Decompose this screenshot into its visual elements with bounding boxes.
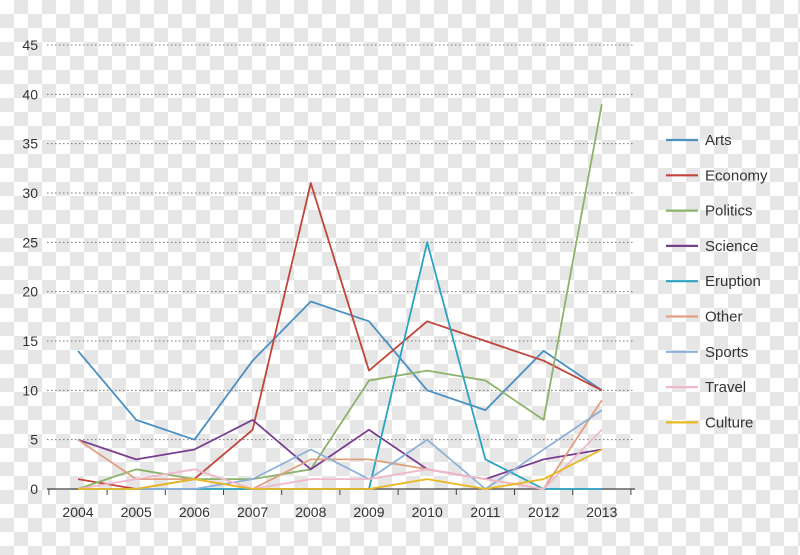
series-line-culture	[78, 448, 603, 490]
x-tick-label: 2013	[586, 504, 617, 520]
y-tick-label: 40	[22, 86, 38, 102]
x-tick-label: 2006	[179, 504, 210, 520]
y-tick-label: 45	[22, 37, 38, 53]
x-tick-label: 2007	[237, 504, 268, 520]
legend-label: Other	[705, 309, 743, 326]
x-tick-label: 2010	[412, 504, 443, 520]
y-tick-label: 15	[22, 333, 38, 349]
y-tick-label: 25	[22, 234, 38, 250]
series-line-economy	[77, 182, 603, 490]
y-tick-label: 35	[22, 136, 38, 152]
legend-item-sports: Sports	[666, 344, 748, 361]
legend-label: Culture	[705, 414, 753, 431]
y-tick-label: 5	[30, 432, 38, 448]
legend-item-culture: Culture	[666, 414, 753, 431]
y-tick-label: 10	[22, 382, 38, 398]
series-lines	[77, 104, 603, 490]
y-tick-label: 20	[22, 284, 38, 300]
legend-label: Sports	[705, 344, 748, 361]
legend-item-other: Other	[666, 309, 743, 326]
legend-item-science: Science	[666, 238, 758, 255]
legend-item-arts: Arts	[666, 132, 732, 149]
legend-item-eruption: Eruption	[666, 273, 761, 290]
x-tick-label: 2012	[528, 504, 559, 520]
y-axis: 0 5 10 15 20 25 30 35 40 45	[22, 37, 38, 497]
legend-item-economy: Economy	[666, 167, 768, 184]
legend-item-politics: Politics	[666, 203, 753, 220]
legend-label: Science	[705, 238, 758, 255]
x-axis: 2004 2005 2006 2007 2008 2009 2010 2011 2012 2013	[47, 488, 635, 520]
y-tick-label: 30	[22, 185, 38, 201]
legend-label: Arts	[705, 132, 732, 149]
legend-label: Eruption	[705, 273, 761, 290]
series-line-politics	[77, 104, 603, 490]
x-tick-label: 2005	[121, 504, 152, 520]
legend: Arts Economy Politics Science Eruption Other S…	[666, 132, 768, 431]
x-tick-label: 2011	[470, 504, 500, 520]
legend-label: Travel	[705, 379, 746, 396]
y-tick-label: 0	[30, 481, 38, 497]
x-tick-label: 2004	[62, 504, 93, 520]
series-line-sports	[78, 409, 603, 490]
legend-label: Politics	[705, 203, 753, 220]
series-line-arts	[77, 300, 603, 441]
legend-label: Economy	[705, 167, 768, 184]
legend-item-travel: Travel	[666, 379, 746, 396]
x-tick-label: 2008	[295, 504, 326, 520]
x-tick-label: 2009	[353, 504, 384, 520]
gridlines	[47, 44, 635, 441]
series-line-science	[77, 418, 602, 481]
